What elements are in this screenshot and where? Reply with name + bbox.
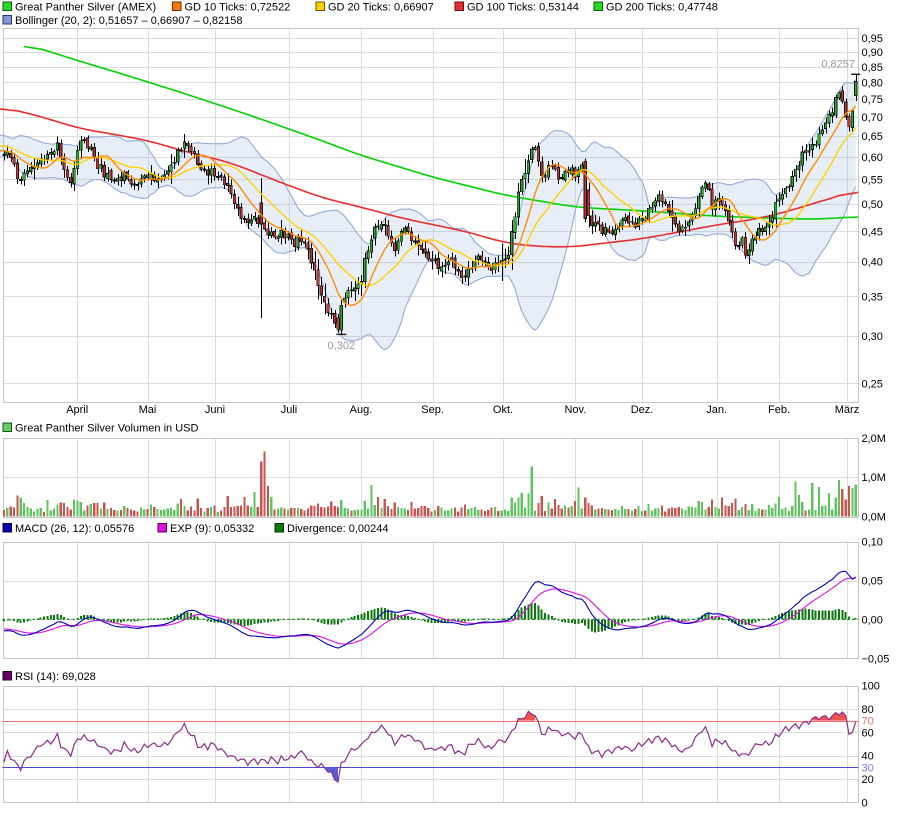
svg-text:0,35: 0,35 xyxy=(862,291,883,303)
svg-text:0,05: 0,05 xyxy=(862,576,883,588)
svg-text:0,8257: 0,8257 xyxy=(821,59,855,71)
svg-text:100: 100 xyxy=(862,681,880,693)
svg-text:40: 40 xyxy=(862,751,874,763)
svg-text:2,0M: 2,0M xyxy=(862,433,886,445)
svg-text:0,40: 0,40 xyxy=(862,257,883,269)
svg-text:Sep.: Sep. xyxy=(421,404,444,416)
svg-text:Divergence: 0,00244: Divergence: 0,00244 xyxy=(287,523,389,535)
svg-text:0: 0 xyxy=(862,797,868,809)
svg-text:0,80: 0,80 xyxy=(862,77,883,89)
svg-text:0,90: 0,90 xyxy=(862,47,883,59)
svg-text:20: 20 xyxy=(862,774,874,786)
svg-text:Nov.: Nov. xyxy=(564,404,586,416)
svg-text:Okt.: Okt. xyxy=(493,404,513,416)
svg-text:Juli: Juli xyxy=(281,404,298,416)
svg-text:0,60: 0,60 xyxy=(862,152,883,164)
svg-text:0,75: 0,75 xyxy=(862,94,883,106)
svg-text:Juni: Juni xyxy=(205,404,225,416)
svg-text:Aug.: Aug. xyxy=(350,404,373,416)
svg-text:GD 10 Ticks: 0,72522: GD 10 Ticks: 0,72522 xyxy=(185,2,291,14)
svg-text:GD 200 Ticks: 0,47748: GD 200 Ticks: 0,47748 xyxy=(606,2,718,14)
svg-text:März: März xyxy=(835,404,859,416)
svg-text:GD 20 Ticks: 0,66907: GD 20 Ticks: 0,66907 xyxy=(328,2,434,14)
svg-text:MACD (26, 12): 0,05576: MACD (26, 12): 0,05576 xyxy=(15,523,134,535)
svg-text:Jan.: Jan. xyxy=(706,404,727,416)
svg-text:Great Panther Silver (AMEX): Great Panther Silver (AMEX) xyxy=(15,2,156,14)
svg-text:30: 30 xyxy=(862,762,874,774)
svg-text:0,10: 0,10 xyxy=(862,537,883,549)
svg-text:1,0M: 1,0M xyxy=(862,472,886,484)
svg-text:GD 100 Ticks: 0,53144: GD 100 Ticks: 0,53144 xyxy=(467,2,579,14)
svg-text:0,50: 0,50 xyxy=(862,199,883,211)
svg-text:0,0M: 0,0M xyxy=(862,512,886,524)
svg-text:Mai: Mai xyxy=(139,404,157,416)
svg-text:0,25: 0,25 xyxy=(862,378,883,390)
svg-text:70: 70 xyxy=(862,716,874,728)
svg-text:0,70: 0,70 xyxy=(862,112,883,124)
svg-text:0,95: 0,95 xyxy=(862,33,883,45)
svg-text:0,45: 0,45 xyxy=(862,226,883,238)
svg-text:0,30: 0,30 xyxy=(862,331,883,343)
svg-text:80: 80 xyxy=(862,704,874,716)
svg-text:0,85: 0,85 xyxy=(862,62,883,74)
svg-text:RSI (14): 69,028: RSI (14): 69,028 xyxy=(15,671,96,683)
svg-text:0,00: 0,00 xyxy=(862,614,883,626)
svg-text:Great Panther Silver Volumen i: Great Panther Silver Volumen in USD xyxy=(15,423,198,435)
svg-text:Bollinger (20, 2): 0,51657 – 0: Bollinger (20, 2): 0,51657 – 0,66907 – 0… xyxy=(15,15,243,27)
svg-text:Feb.: Feb. xyxy=(768,404,790,416)
svg-text:EXP (9): 0,05332: EXP (9): 0,05332 xyxy=(170,523,254,535)
svg-text:60: 60 xyxy=(862,727,874,739)
svg-text:April: April xyxy=(66,404,88,416)
svg-text:0,302: 0,302 xyxy=(328,340,356,352)
svg-text:0,65: 0,65 xyxy=(862,131,883,143)
svg-text:0,55: 0,55 xyxy=(862,174,883,186)
svg-text:Dez.: Dez. xyxy=(631,404,654,416)
svg-text:−0,05: −0,05 xyxy=(862,653,890,665)
